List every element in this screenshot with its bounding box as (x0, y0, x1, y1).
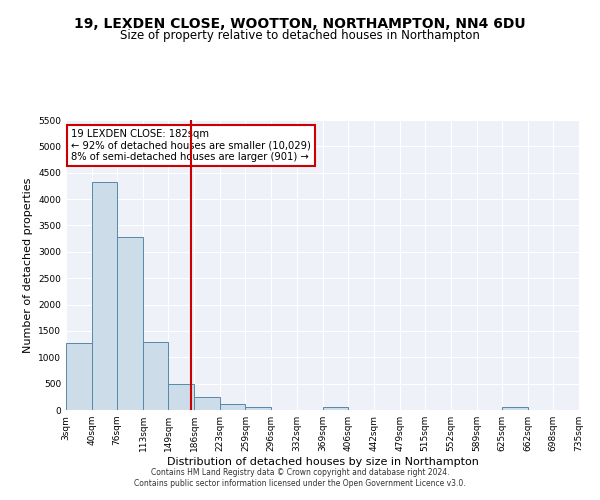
X-axis label: Distribution of detached houses by size in Northampton: Distribution of detached houses by size … (167, 457, 478, 467)
Bar (92, 182, 117, 410)
Bar (220, 404, 245, 410)
Bar (194, 397, 220, 410)
Bar (502, 407, 528, 410)
Text: Contains HM Land Registry data © Crown copyright and database right 2024.
Contai: Contains HM Land Registry data © Crown c… (134, 468, 466, 487)
Text: 19, LEXDEN CLOSE, WOOTTON, NORTHAMPTON, NN4 6DU: 19, LEXDEN CLOSE, WOOTTON, NORTHAMPTON, … (74, 18, 526, 32)
Bar (143, 342, 169, 410)
Text: 19 LEXDEN CLOSE: 182sqm
← 92% of detached houses are smaller (10,029)
8% of semi: 19 LEXDEN CLOSE: 182sqm ← 92% of detache… (71, 128, 311, 162)
Bar (169, 384, 194, 410)
Y-axis label: Number of detached properties: Number of detached properties (23, 178, 32, 352)
Bar (66, 343, 92, 410)
Text: Size of property relative to detached houses in Northampton: Size of property relative to detached ho… (120, 29, 480, 42)
Bar (117, 236, 143, 410)
Bar (323, 407, 349, 410)
Bar (245, 407, 271, 410)
